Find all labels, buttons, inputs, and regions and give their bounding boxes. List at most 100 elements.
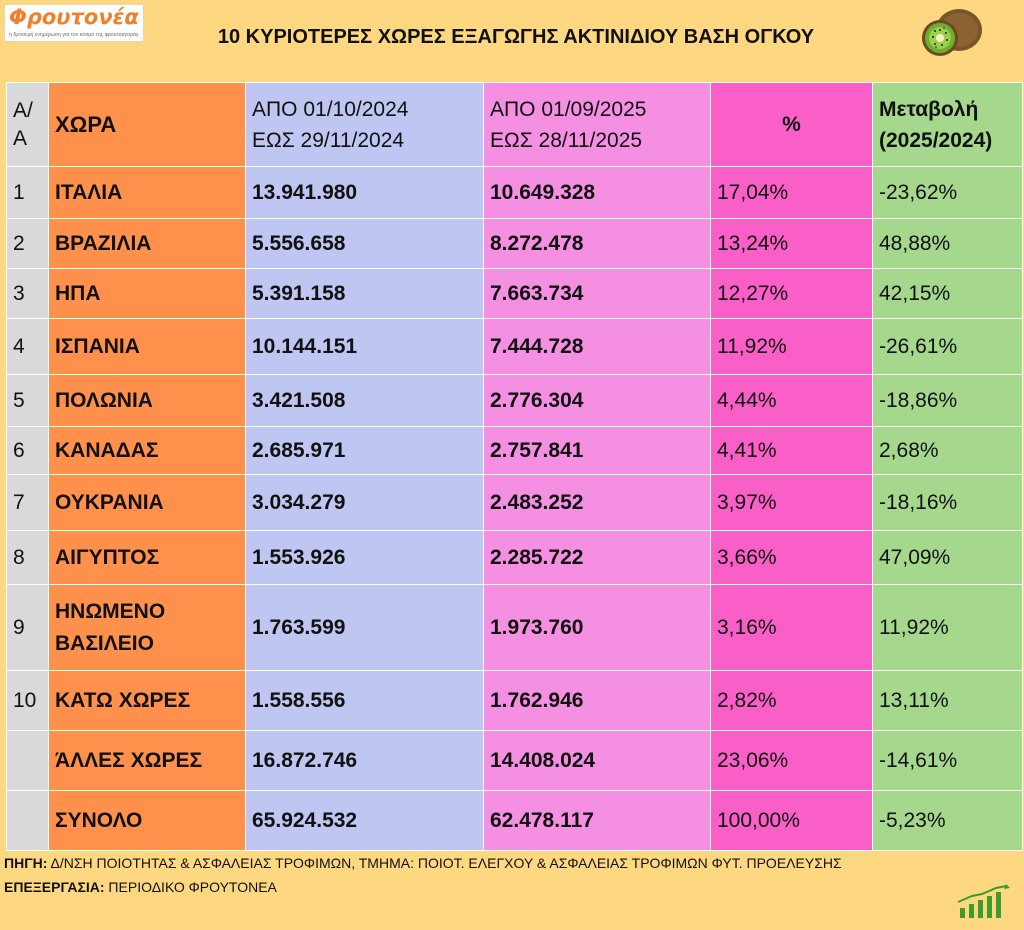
footer-source-label: ΠΗΓΗ: xyxy=(4,855,48,871)
cell-country: ΑΙΓΥΠΤΟΣ xyxy=(48,530,246,585)
cell-aa: 2 xyxy=(6,218,49,269)
table-row: 8 ΑΙΓΥΠΤΟΣ 1.553.926 2.285.722 3,66% 47,… xyxy=(6,530,1023,585)
cell-value-2025: 62.478.117 xyxy=(483,790,711,851)
cell-value-2024: 5.556.658 xyxy=(245,218,484,269)
cell-change: -5,23% xyxy=(872,790,1023,851)
table-row: 7 ΟΥΚΡΑΝΙΑ 3.034.279 2.483.252 3,97% -18… xyxy=(6,474,1023,531)
cell-value-2024: 2.685.971 xyxy=(245,426,484,475)
cell-value-2025: 1.973.760 xyxy=(483,584,711,671)
cell-aa: 4 xyxy=(6,318,49,375)
cell-value-2025: 2.285.722 xyxy=(483,530,711,585)
cell-value-2025: 1.762.946 xyxy=(483,670,711,731)
logo-text: Φρουτονέα xyxy=(9,5,139,29)
cell-country: ΗΠΑ xyxy=(48,268,246,319)
cell-change: 13,11% xyxy=(872,670,1023,731)
cell-percent: 4,41% xyxy=(710,426,873,475)
header-period-2025: ΑΠΟ 01/09/2025 ΕΩΣ 28/11/2025 xyxy=(483,82,711,167)
footer-source-text: Δ/ΝΣΗ ΠΟΙΟΤΗΤΑΣ & ΑΣΦΑΛΕΙΑΣ ΤΡΟΦΙΜΩΝ, ΤΜ… xyxy=(47,855,842,871)
cell-value-2024: 1.763.599 xyxy=(245,584,484,671)
cell-country: ΣΥΝΟΛΟ xyxy=(48,790,246,851)
cell-aa: 9 xyxy=(6,584,49,671)
table-row: 5 ΠΟΛΩΝΙΑ 3.421.508 2.776.304 4,44% -18,… xyxy=(6,374,1023,427)
cell-country: ΙΣΠΑΝΙΑ xyxy=(48,318,246,375)
cell-value-2025: 10.649.328 xyxy=(483,166,711,219)
cell-percent: 3,97% xyxy=(710,474,873,531)
cell-value-2025: 7.663.734 xyxy=(483,268,711,319)
cell-value-2025: 2.757.841 xyxy=(483,426,711,475)
page-title: 10 ΚΥΡΙΟΤΕΡΕΣ ΧΩΡΕΣ ΕΞΑΓΩΓΗΣ ΑΚΤΙΝΙΔΙΟΥ … xyxy=(217,26,815,48)
cell-percent: 3,66% xyxy=(710,530,873,585)
cell-aa: 7 xyxy=(6,474,49,531)
cell-country: ΙΤΑΛΙΑ xyxy=(48,166,246,219)
table-row-total: ΣΥΝΟΛΟ 65.924.532 62.478.117 100,00% -5,… xyxy=(6,790,1023,851)
growth-chart-icon xyxy=(957,884,1010,918)
cell-value-2024: 5.391.158 xyxy=(245,268,484,319)
cell-value-2024: 3.034.279 xyxy=(245,474,484,531)
header-percent: % xyxy=(710,82,873,167)
table-row-other: ΆΛΛΕΣ ΧΩΡΕΣ 16.872.746 14.408.024 23,06%… xyxy=(6,730,1023,791)
cell-change: -18,86% xyxy=(872,374,1023,427)
cell-aa: 5 xyxy=(6,374,49,427)
header-country: ΧΩΡΑ xyxy=(48,82,246,167)
cell-aa: 10 xyxy=(6,670,49,731)
cell-aa: 6 xyxy=(6,426,49,475)
table-row: 1 ΙΤΑΛΙΑ 13.941.980 10.649.328 17,04% -2… xyxy=(6,166,1023,219)
table-header-row: Α/Α ΧΩΡΑ ΑΠΟ 01/10/2024 ΕΩΣ 29/11/2024 ΑΠ… xyxy=(6,82,1023,167)
cell-country: ΚΑΝΑΔΑΣ xyxy=(48,426,246,475)
cell-country: ΒΡΑΖΙΛΙΑ xyxy=(48,218,246,269)
cell-percent: 13,24% xyxy=(710,218,873,269)
cell-change: 47,09% xyxy=(872,530,1023,585)
cell-aa: 8 xyxy=(6,530,49,585)
cell-value-2025: 14.408.024 xyxy=(483,730,711,791)
cell-aa: 1 xyxy=(6,166,49,219)
header-aa: Α/Α xyxy=(6,82,49,167)
cell-aa: 3 xyxy=(6,268,49,319)
cell-change: -14,61% xyxy=(872,730,1023,791)
cell-value-2024: 13.941.980 xyxy=(245,166,484,219)
logo: Φρουτονέα η δροσερή ενημέρωση για τον κό… xyxy=(4,4,144,42)
cell-value-2024: 1.553.926 xyxy=(245,530,484,585)
cell-country: ΆΛΛΕΣ ΧΩΡΕΣ xyxy=(48,730,246,791)
cell-country: ΗΝΩΜΕΝΟ ΒΑΣΙΛΕΙΟ xyxy=(48,584,246,671)
header-period-2024: ΑΠΟ 01/10/2024 ΕΩΣ 29/11/2024 xyxy=(245,82,484,167)
cell-percent: 11,92% xyxy=(710,318,873,375)
cell-change: -26,61% xyxy=(872,318,1023,375)
header-change: Μεταβολή (2025/2024) xyxy=(872,82,1023,167)
table-row: 6 ΚΑΝΑΔΑΣ 2.685.971 2.757.841 4,41% 2,68… xyxy=(6,426,1023,475)
cell-aa xyxy=(6,790,49,851)
cell-change: 11,92% xyxy=(872,584,1023,671)
cell-value-2025: 8.272.478 xyxy=(483,218,711,269)
cell-change: -23,62% xyxy=(872,166,1023,219)
table-row: 4 ΙΣΠΑΝΙΑ 10.144.151 7.444.728 11,92% -2… xyxy=(6,318,1023,375)
table-row: 2 ΒΡΑΖΙΛΙΑ 5.556.658 8.272.478 13,24% 48… xyxy=(6,218,1023,269)
cell-percent: 23,06% xyxy=(710,730,873,791)
footer-processing-label: ΕΠΕΞΕΡΓΑΣΙΑ: xyxy=(4,879,105,895)
table-row: 9 ΗΝΩΜΕΝΟ ΒΑΣΙΛΕΙΟ 1.763.599 1.973.760 3,… xyxy=(6,584,1023,671)
cell-value-2024: 1.558.556 xyxy=(245,670,484,731)
logo-tagline: η δροσερή ενημέρωση για τον κόσμο της φρ… xyxy=(9,32,139,38)
cell-percent: 100,00% xyxy=(710,790,873,851)
cell-percent: 3,16% xyxy=(710,584,873,671)
cell-value-2024: 10.144.151 xyxy=(245,318,484,375)
cell-value-2025: 7.444.728 xyxy=(483,318,711,375)
cell-country: ΚΑΤΩ ΧΩΡΕΣ xyxy=(48,670,246,731)
cell-value-2024: 16.872.746 xyxy=(245,730,484,791)
kiwi-icon xyxy=(922,9,982,56)
footer-source: ΠΗΓΗ: Δ/ΝΣΗ ΠΟΙΟΤΗΤΑΣ & ΑΣΦΑΛΕΙΑΣ ΤΡΟΦΙΜ… xyxy=(4,855,842,871)
cell-aa xyxy=(6,730,49,791)
cell-percent: 4,44% xyxy=(710,374,873,427)
cell-value-2025: 2.776.304 xyxy=(483,374,711,427)
table-row: 10 ΚΑΤΩ ΧΩΡΕΣ 1.558.556 1.762.946 2,82% … xyxy=(6,670,1023,731)
cell-change: -18,16% xyxy=(872,474,1023,531)
cell-percent: 2,82% xyxy=(710,670,873,731)
cell-percent: 12,27% xyxy=(710,268,873,319)
cell-change: 2,68% xyxy=(872,426,1023,475)
cell-change: 42,15% xyxy=(872,268,1023,319)
cell-country: ΟΥΚΡΑΝΙΑ xyxy=(48,474,246,531)
cell-change: 48,88% xyxy=(872,218,1023,269)
footer-processing-text: ΠΕΡΙΟΔΙΚΟ ΦΡΟΥΤΟΝΕΑ xyxy=(104,879,277,895)
exports-table: Α/Α ΧΩΡΑ ΑΠΟ 01/10/2024 ΕΩΣ 29/11/2024 ΑΠ… xyxy=(6,82,1023,851)
cell-percent: 17,04% xyxy=(710,166,873,219)
cell-country: ΠΟΛΩΝΙΑ xyxy=(48,374,246,427)
cell-value-2024: 3.421.508 xyxy=(245,374,484,427)
